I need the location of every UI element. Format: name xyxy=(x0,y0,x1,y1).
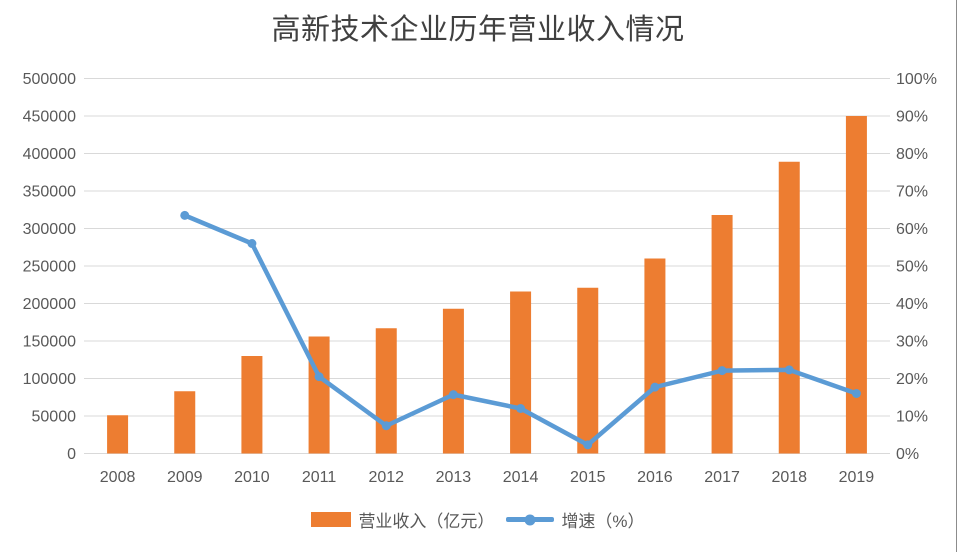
y-axis-right-tick: 80% xyxy=(896,146,928,163)
y-axis-right-tick: 50% xyxy=(896,259,928,276)
x-axis-label: 2012 xyxy=(368,469,404,486)
y-axis-left-tick: 100000 xyxy=(23,371,76,388)
y-axis-left-tick: 400000 xyxy=(23,146,76,163)
bar-2010 xyxy=(241,356,263,454)
y-axis-left-tick: 0 xyxy=(67,446,76,463)
y-axis-right-tick: 20% xyxy=(896,371,928,388)
line-marker-2009 xyxy=(180,210,190,220)
bar-2019 xyxy=(845,116,867,454)
bar-2012 xyxy=(375,328,397,454)
legend-item-revenue: 营业收入（亿元） xyxy=(311,507,494,532)
bar-2018 xyxy=(778,161,800,454)
bar-series-swatch-icon xyxy=(311,512,352,527)
bar-2013 xyxy=(442,308,464,454)
y-axis-left-tick: 350000 xyxy=(23,184,76,201)
line-marker-2015 xyxy=(583,440,593,450)
y-axis-right-tick: 10% xyxy=(896,409,928,426)
line-marker-2018 xyxy=(784,365,794,375)
y-axis-right-tick: 70% xyxy=(896,184,928,201)
x-axis-label: 2008 xyxy=(100,469,136,486)
y-axis-right-tick: 40% xyxy=(896,296,928,313)
bar-2016 xyxy=(644,258,666,454)
line-marker-2011 xyxy=(314,372,324,382)
line-swatch-dot-icon xyxy=(524,514,536,525)
y-axis-right-tick: 0% xyxy=(896,446,919,463)
legend-label-growth: 增速（%） xyxy=(561,512,645,531)
legend-label-revenue: 营业收入（亿元） xyxy=(358,512,495,531)
x-axis-label: 2010 xyxy=(234,469,270,486)
chart-title: 高新技术企业历年营业收入情况 xyxy=(271,12,685,46)
bar-2008 xyxy=(107,415,129,454)
line-marker-2019 xyxy=(851,389,861,398)
x-axis-label: 2017 xyxy=(704,469,740,486)
bar-2009 xyxy=(174,391,196,454)
x-axis-label: 2009 xyxy=(167,469,203,486)
x-axis-label: 2019 xyxy=(839,469,875,486)
bar-2014 xyxy=(510,291,532,454)
y-axis-left-tick: 200000 xyxy=(23,296,76,313)
y-axis-right-tick: 30% xyxy=(896,334,928,351)
y-axis-left-tick: 150000 xyxy=(23,334,76,351)
line-marker-2016 xyxy=(650,382,660,392)
y-axis-right-tick: 100% xyxy=(896,71,937,88)
x-axis-label: 2016 xyxy=(637,469,673,486)
x-axis-label: 2018 xyxy=(771,469,807,486)
x-axis-label: 2011 xyxy=(302,469,337,486)
x-axis-label: 2015 xyxy=(570,469,606,486)
bar-2015 xyxy=(577,287,599,454)
x-axis-label: 2014 xyxy=(503,469,539,486)
y-axis-right-tick: 90% xyxy=(896,109,928,126)
line-marker-2017 xyxy=(717,366,727,376)
y-axis-left-tick: 450000 xyxy=(23,109,76,126)
bar-2011 xyxy=(308,336,330,454)
bar-2017 xyxy=(711,215,733,454)
x-axis-label: 2013 xyxy=(436,469,472,486)
line-marker-2013 xyxy=(448,390,458,400)
y-axis-left-tick: 500000 xyxy=(23,71,76,88)
line-series-swatch-icon xyxy=(506,514,555,525)
y-axis-right-tick: 60% xyxy=(896,221,928,238)
line-marker-2012 xyxy=(381,421,391,431)
line-marker-2010 xyxy=(247,239,257,248)
y-axis-left-tick: 50000 xyxy=(32,409,77,426)
y-axis-left-tick: 300000 xyxy=(23,221,76,238)
chart-legend: 营业收入（亿元） 增速（%） xyxy=(0,507,956,532)
y-axis-left-tick: 250000 xyxy=(23,259,76,276)
line-marker-2014 xyxy=(516,404,526,413)
legend-item-growth: 增速（%） xyxy=(506,507,645,532)
